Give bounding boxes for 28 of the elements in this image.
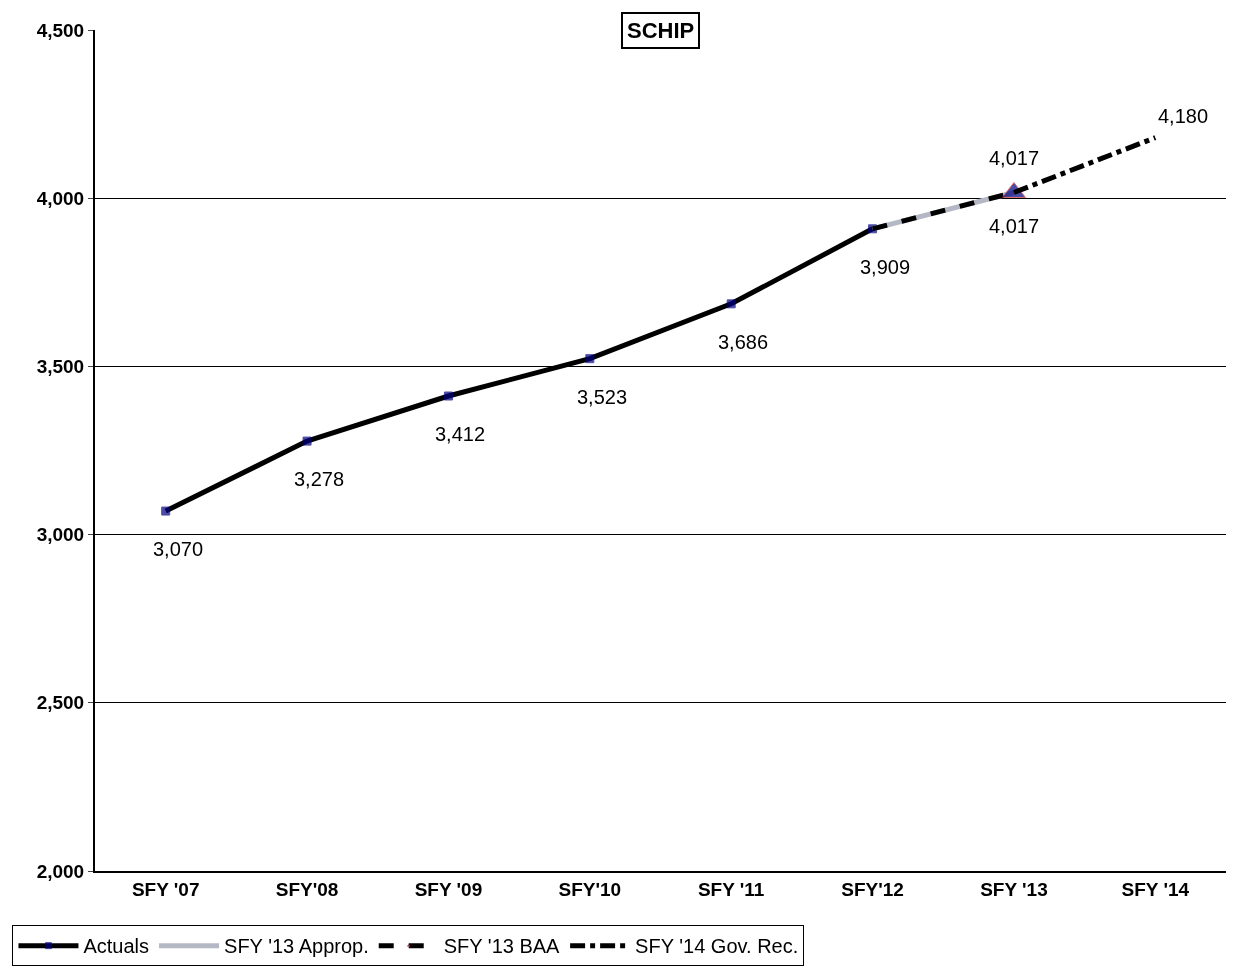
x-tick-label: SFY '11 xyxy=(697,878,765,900)
y-tick-label: 4,000 xyxy=(36,187,85,209)
legend-label: SFY '13 BAA xyxy=(443,935,561,958)
data-label: 3,412 xyxy=(435,423,486,445)
x-tick-label: SFY '13 xyxy=(980,878,1048,900)
data-label: 3,523 xyxy=(577,386,628,408)
data-label: 4,017 xyxy=(989,147,1040,169)
y-tick-label: 3,500 xyxy=(36,356,85,378)
x-tick-label: SFY'10 xyxy=(558,878,622,900)
y-tick-label: 2,500 xyxy=(36,692,85,714)
x-tick-label: SFY '07 xyxy=(131,878,200,900)
chart-title: SCHIP xyxy=(627,18,695,43)
x-tick-label: SFY '09 xyxy=(414,878,483,900)
data-label: 3,070 xyxy=(153,538,204,560)
legend-label: SFY '13 Approp. xyxy=(224,935,369,958)
data-label: 4,180 xyxy=(1158,105,1209,127)
data-label: 3,278 xyxy=(294,468,345,490)
legend-label: SFY '14 Gov. Rec. xyxy=(635,935,799,958)
data-label: 3,909 xyxy=(860,256,911,278)
y-tick-label: 2,000 xyxy=(36,860,85,882)
x-tick-label: SFY'12 xyxy=(841,878,904,900)
y-tick-label: 3,000 xyxy=(36,524,85,546)
data-label: 3,686 xyxy=(718,331,769,353)
data-label: 4,017 xyxy=(989,215,1040,237)
legend-label: Actuals xyxy=(83,935,150,958)
y-tick-label: 4,500 xyxy=(36,19,85,41)
x-tick-label: SFY '14 xyxy=(1121,878,1190,900)
x-tick-label: SFY'08 xyxy=(275,878,339,900)
